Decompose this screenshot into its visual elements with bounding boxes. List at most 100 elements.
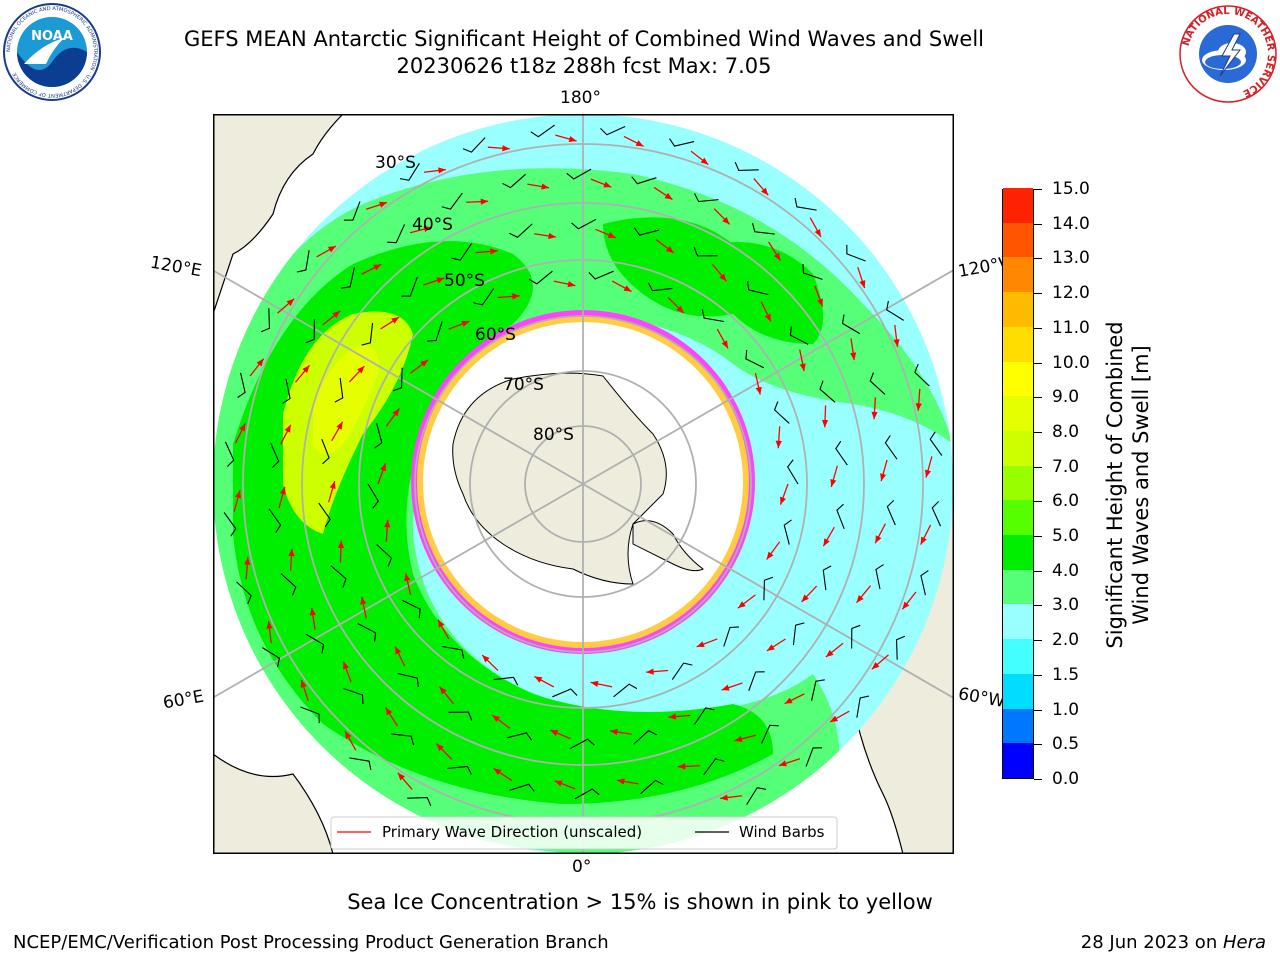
sea-ice-note: Sea Ice Concentration > 15% is shown in … — [347, 890, 933, 914]
credit-right: 28 Jun 2023 on Hera — [1081, 932, 1266, 953]
wind-barb — [763, 576, 774, 601]
wave-arrow — [360, 596, 367, 619]
wind-barb — [747, 280, 769, 296]
wind-barb — [669, 138, 695, 147]
wind-barb — [835, 440, 848, 466]
wave-arrow — [316, 245, 337, 258]
wave-arrow — [850, 338, 857, 361]
colorbar-tick-label: 3.0 — [1052, 595, 1080, 616]
wind-barb — [773, 401, 790, 424]
wave-arrow — [646, 668, 669, 675]
wave-arrow — [893, 324, 900, 347]
wave-arrow — [397, 772, 413, 790]
wind-barb — [851, 624, 861, 649]
wind-barb — [236, 581, 252, 605]
lon-label-0: 0° — [572, 857, 592, 877]
colorbar-segment — [1003, 326, 1033, 362]
wind-barb — [374, 423, 383, 449]
wind-barb — [869, 372, 886, 395]
wind-barb — [357, 623, 377, 642]
wave-arrow — [871, 397, 878, 420]
wind-barb — [613, 683, 638, 698]
lon-label-60w: 60°W — [956, 684, 1007, 712]
wind-barb — [280, 573, 297, 596]
colorbar — [1002, 188, 1034, 779]
wave-arrow — [410, 359, 429, 374]
colorbar-segment — [1003, 500, 1033, 536]
wave-arrow — [766, 541, 781, 560]
wind-barb — [506, 732, 533, 741]
colorbar-tick-label: 5.0 — [1052, 526, 1080, 547]
wave-arrow — [328, 480, 336, 503]
wind-barb — [647, 282, 673, 292]
wind-barb — [318, 502, 331, 528]
colorbar-segment — [1003, 257, 1033, 293]
wind-barb — [794, 197, 817, 211]
wind-barb — [552, 688, 578, 698]
lat-label-50s: 50°S — [444, 271, 485, 291]
wave-arrow — [716, 328, 729, 349]
wind-barb — [223, 512, 237, 537]
wind-barb — [633, 730, 657, 745]
colorbar-segment — [1003, 639, 1033, 674]
wave-arrow — [784, 693, 805, 705]
wind-barb — [330, 565, 347, 588]
wind-barb — [502, 173, 526, 189]
latitude-labels: 30°S 40°S 50°S 60°S 70°S 80°S — [375, 153, 574, 445]
wave-arrow — [344, 730, 357, 751]
wind-barb — [391, 733, 415, 746]
colorbar-tick-label: 13.0 — [1052, 248, 1090, 269]
wave-arrow — [737, 594, 756, 609]
wind-barb — [836, 503, 845, 530]
wave-arrow — [266, 621, 273, 644]
wave-arrow — [821, 405, 829, 428]
wind-barb — [748, 671, 765, 691]
colorbar-tick-mark — [1034, 605, 1042, 607]
wave-arrow — [720, 794, 743, 801]
map-title: GEFS MEAN Antarctic Significant Height o… — [183, 27, 985, 51]
lon-label-120e: 120°E — [148, 252, 204, 282]
wave-arrow — [437, 619, 450, 640]
colorbar-segment — [1003, 535, 1033, 570]
wind-barb — [376, 544, 393, 567]
colorbar-segment — [1003, 430, 1033, 466]
wave-arrow — [249, 358, 265, 377]
colorbar-tick-mark — [1034, 779, 1042, 780]
colorbar-tick-mark — [1034, 223, 1042, 225]
credit-host: Hera — [1222, 932, 1266, 953]
wave-arrow — [779, 483, 789, 505]
wave-arrow — [280, 424, 292, 445]
wind-barb — [401, 599, 421, 619]
colorbar-tick-label: 15.0 — [1052, 179, 1090, 199]
colorbar-tick-label: 8.0 — [1052, 421, 1080, 442]
colorbar-tick-label: 1.0 — [1052, 699, 1080, 720]
wave-arrow — [435, 743, 453, 760]
wave-arrow — [233, 490, 242, 512]
wave-arrow — [309, 607, 316, 630]
wave-arrow — [481, 654, 499, 671]
colorbar-tick-mark — [1034, 709, 1042, 711]
wind-barb — [334, 377, 344, 403]
wave-arrow — [409, 226, 432, 234]
colorbar-tick-label: 14.0 — [1052, 213, 1090, 234]
wind-barb — [914, 363, 930, 387]
colorbar-segment — [1003, 465, 1033, 501]
wave-arrow — [753, 178, 769, 196]
wave-arrow — [385, 408, 400, 427]
wind-barb — [633, 227, 660, 236]
wave-arrow — [342, 661, 352, 683]
meridian-line — [582, 483, 954, 700]
wind-barb — [392, 367, 403, 392]
wave-arrow — [385, 707, 398, 727]
wind-barb — [566, 168, 592, 180]
wind-barb — [751, 222, 775, 235]
wave-arrow — [278, 486, 286, 509]
wave-arrow — [277, 298, 295, 314]
wind-barb — [761, 724, 779, 744]
wind-barb — [462, 137, 486, 153]
lon-label-60e: 60°E — [161, 686, 206, 714]
wave-arrow — [696, 638, 718, 648]
wave-arrow — [549, 729, 571, 740]
colorbar-tick-label: 12.0 — [1052, 283, 1090, 304]
colorbar-segment — [1003, 743, 1033, 778]
